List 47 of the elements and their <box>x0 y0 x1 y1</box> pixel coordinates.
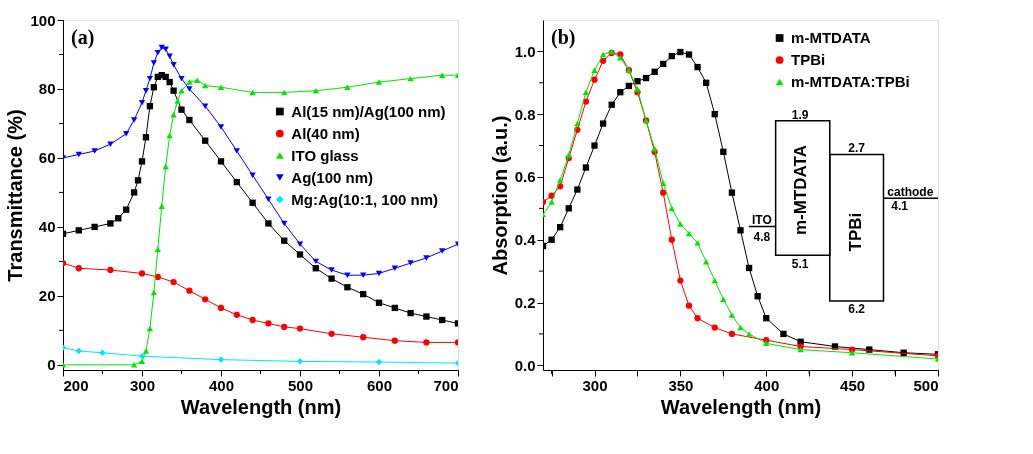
x-tick-label: 350 <box>668 376 694 394</box>
legend-label: ITO glass <box>291 146 359 164</box>
y-tick-label: 0.0 <box>514 356 536 374</box>
y-tick-label: 60 <box>38 149 56 167</box>
annotation: TPBi <box>846 212 866 252</box>
x-tick-label: 500 <box>287 376 314 394</box>
x-tick-label: 500 <box>913 376 939 394</box>
y-tick-label: 0.2 <box>514 294 536 312</box>
x-tick-label: 700 <box>433 376 459 394</box>
x-tick-label: 200 <box>63 376 89 394</box>
legend-label: Al(40 nm) <box>291 124 360 142</box>
annotation: cathode <box>887 185 934 200</box>
y-tick-label: 1.0 <box>514 42 536 60</box>
annotation: 2.7 <box>848 141 866 156</box>
x-axis-title: Wavelength (nm) <box>660 395 822 418</box>
x-tick-label: 450 <box>840 376 866 394</box>
y-tick-label: 0.6 <box>514 168 536 186</box>
legend-label: Ag(100 nm) <box>291 168 374 186</box>
x-tick-label: 300 <box>129 376 156 394</box>
x-axis-title: Wavelength (nm) <box>180 395 342 418</box>
annotation: 5.1 <box>791 256 809 271</box>
y-tick-label: 20 <box>38 287 56 305</box>
annotation: (b) <box>551 26 576 49</box>
legend-label: TPBi <box>791 51 826 68</box>
x-tick-label: 400 <box>754 376 780 394</box>
annotation: 6.2 <box>848 302 866 317</box>
annotation: 1.9 <box>791 107 809 122</box>
annotation: (a) <box>71 26 95 49</box>
legend-label: Mg:Ag(10:1, 100 nm) <box>291 190 439 208</box>
annotation: 4.1 <box>891 199 909 214</box>
legend-label: m-MTDATA <box>791 29 871 46</box>
y-tick-label: 0.4 <box>514 231 537 249</box>
legend-label: m-MTDATA:TPBi <box>791 73 910 90</box>
y-tick-label: 80 <box>38 80 56 98</box>
y-tick-label: 0 <box>47 356 56 374</box>
y-axis-title: Transmittance (%) <box>4 109 27 282</box>
x-tick-label: 400 <box>208 376 235 394</box>
annotation: m-MTDATA <box>791 145 811 236</box>
x-tick-label: 300 <box>582 376 608 394</box>
y-axis-title: Absorption (a.u.) <box>488 115 511 276</box>
x-tick-label: 600 <box>366 376 393 394</box>
y-tick-label: 40 <box>38 218 56 236</box>
legend-label: Al(15 nm)/Ag(100 nm) <box>291 102 446 120</box>
annotation: ITO <box>751 213 772 228</box>
annotation: 4.8 <box>753 229 771 244</box>
y-tick-label: 0.8 <box>514 105 536 123</box>
y-tick-label: 100 <box>30 11 56 29</box>
